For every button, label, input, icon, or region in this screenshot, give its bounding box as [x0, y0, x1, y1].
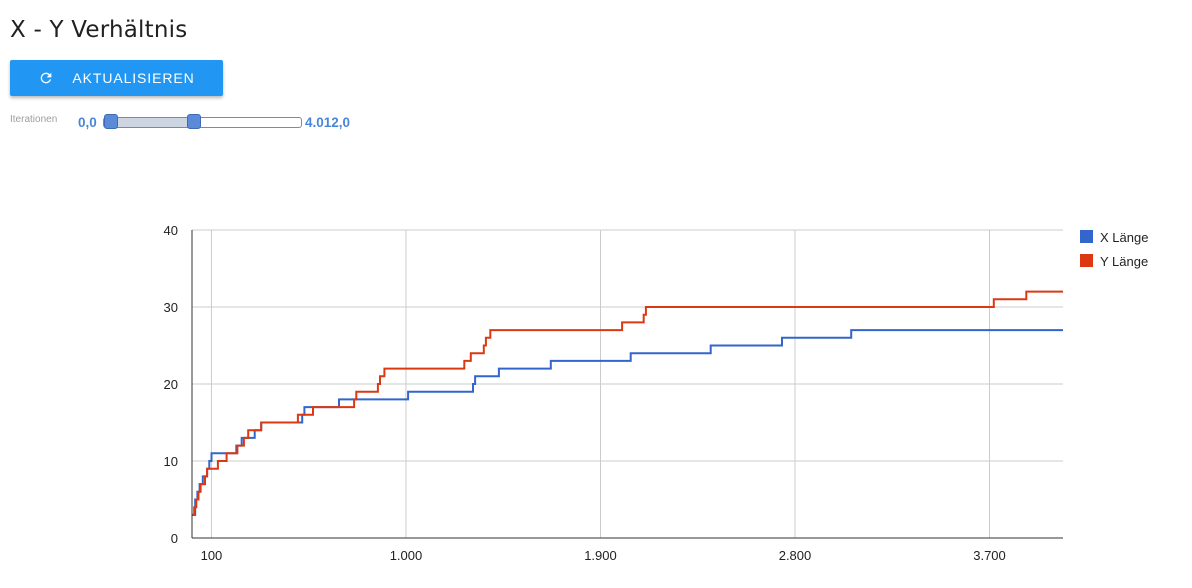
slider-selected-range: [110, 118, 194, 127]
y-tick-label: 20: [164, 377, 178, 392]
slider-label: Iterationen: [10, 114, 58, 125]
series-line-y: [192, 290, 1063, 516]
legend-swatch: [1080, 254, 1093, 267]
legend-swatch: [1080, 230, 1093, 243]
slider-min-value: 0,0: [78, 115, 97, 130]
x-tick-label: 3.700: [973, 548, 1006, 563]
y-tick-label: 10: [164, 454, 178, 469]
slider-thumb-high[interactable]: [187, 114, 202, 129]
refresh-button-label: AKTUALISIEREN: [72, 70, 195, 86]
slider-track[interactable]: [103, 117, 302, 128]
y-tick-label: 40: [164, 223, 178, 238]
x-tick-label: 100: [201, 548, 223, 563]
legend-label: X Länge: [1100, 230, 1148, 245]
x-tick-label: 2.800: [779, 548, 812, 563]
y-tick-label: 0: [171, 531, 178, 546]
x-tick-label: 1.000: [390, 548, 423, 563]
page-title: X - Y Verhältnis: [10, 17, 188, 43]
slider-max-value: 4.012,0: [305, 115, 351, 130]
series-line-x: [192, 329, 1063, 516]
refresh-button[interactable]: AKTUALISIEREN: [10, 60, 223, 96]
x-tick-label: 1.900: [584, 548, 617, 563]
y-tick-label: 30: [164, 300, 178, 315]
legend-label: Y Länge: [1100, 254, 1148, 269]
slider-thumb-low[interactable]: [104, 114, 118, 129]
